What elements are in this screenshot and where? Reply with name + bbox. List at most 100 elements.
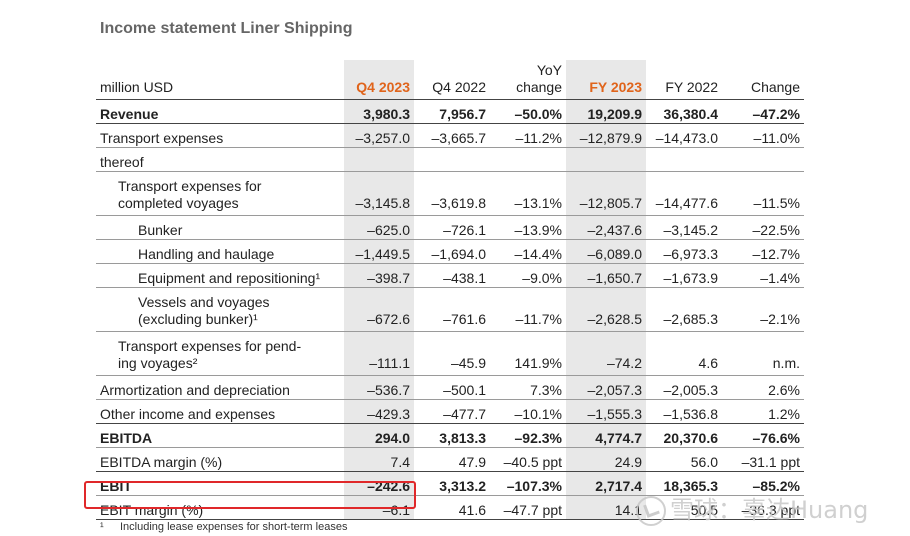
cell-fy-2022: –1,536.8 — [646, 399, 722, 424]
cell-fy-2023: –74.2 — [566, 331, 646, 376]
cell-fy-2022: 4.6 — [646, 331, 722, 376]
watermark-text: 雪球：辜达Huang — [670, 496, 869, 524]
cell-q4-2023: –3,145.8 — [344, 171, 414, 216]
column-header-yoy-line2: change — [516, 79, 562, 95]
cell-yoy: –92.3% — [490, 423, 566, 448]
footnote-text: Including lease expenses for short-term … — [120, 521, 348, 533]
table-row-handling-haulage: Handling and haulage –1,449.5 –1,694.0 –… — [96, 239, 804, 264]
cell-yoy: 7.3% — [490, 375, 566, 400]
column-header-q4-2022: Q4 2022 — [414, 60, 490, 100]
cell-fy-2023: –2,437.6 — [566, 215, 646, 240]
column-header-fy-2023: FY 2023 — [566, 60, 646, 100]
cell-q4-2023: 294.0 — [344, 423, 414, 448]
cell-change: –2.1% — [722, 287, 804, 332]
cell-q4-2022: 47.9 — [414, 447, 490, 472]
row-label-line1: Vessels and voyages — [138, 294, 270, 310]
cell-change: n.m. — [722, 331, 804, 376]
cell-fy-2023: 4,774.7 — [566, 423, 646, 448]
row-label-line2: ing voyages² — [118, 355, 198, 371]
cell-q4-2023: –111.1 — [344, 331, 414, 376]
cell-fy-2022: –6,973.3 — [646, 239, 722, 264]
cell-fy-2022: –1,673.9 — [646, 263, 722, 288]
cell-q4-2023: –1,449.5 — [344, 239, 414, 264]
cell-yoy: –40.5 ppt — [490, 447, 566, 472]
footnote-mark: ¹ — [100, 521, 104, 533]
cell-change: –36.3 ppt — [722, 495, 804, 520]
cell-fy-2022: –2,005.3 — [646, 375, 722, 400]
row-label: Transport expenses for pend- ing voyages… — [96, 331, 344, 376]
column-header-yoy: YoY change — [490, 60, 566, 100]
cell-q4-2023: –672.6 — [344, 287, 414, 332]
cell-fy-2023: –6,089.0 — [566, 239, 646, 264]
cell-yoy: –47.7 ppt — [490, 495, 566, 520]
cell-change: –1.4% — [722, 263, 804, 288]
cell-q4-2023: –429.3 — [344, 399, 414, 424]
row-label: EBIT margin (%) — [96, 495, 344, 520]
cell-fy-2022: –14,477.6 — [646, 171, 722, 216]
row-label: EBITDA margin (%) — [96, 447, 344, 472]
row-label: Equipment and repositioning¹ — [96, 263, 344, 288]
row-label: Handling and haulage — [96, 239, 344, 264]
row-label-line2: (excluding bunker)¹ — [138, 311, 258, 327]
income-statement-table: million USD Q4 2023 Q4 2022 YoY change F… — [96, 60, 804, 520]
cell-fy-2023: –12,879.9 — [566, 123, 646, 148]
cell-q4-2023: 7.4 — [344, 447, 414, 472]
cell-q4-2023 — [344, 147, 414, 172]
cell-yoy: –13.9% — [490, 215, 566, 240]
cell-change: 1.2% — [722, 399, 804, 424]
cell-fy-2022: 56.0 — [646, 447, 722, 472]
cell-yoy: –9.0% — [490, 263, 566, 288]
table-row-ebit: EBIT –242.6 3,313.2 –107.3% 2,717.4 18,3… — [96, 471, 804, 496]
cell-change: –85.2% — [722, 471, 804, 496]
cell-change: –76.6% — [722, 423, 804, 448]
cell-q4-2022: –3,665.7 — [414, 123, 490, 148]
footnote: ¹ Including lease expenses for short-term… — [100, 521, 347, 533]
row-label: EBITDA — [96, 423, 344, 448]
cell-q4-2022: 41.6 — [414, 495, 490, 520]
cell-fy-2023: 14.1 — [566, 495, 646, 520]
table-row-equipment-repositioning: Equipment and repositioning¹ –398.7 –438… — [96, 263, 804, 288]
cell-yoy: –10.1% — [490, 399, 566, 424]
cell-fy-2023: –2,628.5 — [566, 287, 646, 332]
cell-q4-2023: –625.0 — [344, 215, 414, 240]
cell-fy-2022: –14,473.0 — [646, 123, 722, 148]
table-row-ebitda-margin: EBITDA margin (%) 7.4 47.9 –40.5 ppt 24.… — [96, 447, 804, 472]
cell-change: 2.6% — [722, 375, 804, 400]
cell-change — [722, 147, 804, 172]
cell-q4-2022: 3,313.2 — [414, 471, 490, 496]
cell-change: –47.2% — [722, 99, 804, 124]
row-label: Revenue — [96, 99, 344, 124]
cell-fy-2023: 24.9 — [566, 447, 646, 472]
row-label-line1: Transport expenses for pend- — [118, 338, 302, 354]
cell-yoy: –107.3% — [490, 471, 566, 496]
cell-yoy: 141.9% — [490, 331, 566, 376]
cell-yoy: –11.2% — [490, 123, 566, 148]
cell-q4-2022: 7,956.7 — [414, 99, 490, 124]
cell-yoy: –50.0% — [490, 99, 566, 124]
cell-q4-2023: –6.1 — [344, 495, 414, 520]
cell-q4-2023: –3,257.0 — [344, 123, 414, 148]
table-row-vessels-voyages: Vessels and voyages (excluding bunker)¹ … — [96, 287, 804, 332]
row-label: Vessels and voyages (excluding bunker)¹ — [96, 287, 344, 332]
cell-fy-2023: –1,555.3 — [566, 399, 646, 424]
table-row-thereof: thereof — [96, 147, 804, 172]
cell-q4-2022: –3,619.8 — [414, 171, 490, 216]
cell-fy-2023 — [566, 147, 646, 172]
cell-q4-2022: –45.9 — [414, 331, 490, 376]
cell-q4-2022: –477.7 — [414, 399, 490, 424]
cell-q4-2022: –438.1 — [414, 263, 490, 288]
cell-q4-2022 — [414, 147, 490, 172]
row-label: EBIT — [96, 471, 344, 496]
cell-q4-2023: 3,980.3 — [344, 99, 414, 124]
cell-q4-2022: –1,694.0 — [414, 239, 490, 264]
row-label: Transport expenses for completed voyages — [96, 171, 344, 216]
cell-yoy: –11.7% — [490, 287, 566, 332]
table-header-row: million USD Q4 2023 Q4 2022 YoY change F… — [96, 60, 804, 100]
table-row-ebitda: EBITDA 294.0 3,813.3 –92.3% 4,774.7 20,3… — [96, 423, 804, 448]
cell-yoy: –13.1% — [490, 171, 566, 216]
cell-yoy — [490, 147, 566, 172]
table-row-transport-expenses: Transport expenses –3,257.0 –3,665.7 –11… — [96, 123, 804, 148]
row-label-line1: Transport expenses for — [118, 178, 262, 194]
cell-change: –22.5% — [722, 215, 804, 240]
row-label: Other income and expenses — [96, 399, 344, 424]
